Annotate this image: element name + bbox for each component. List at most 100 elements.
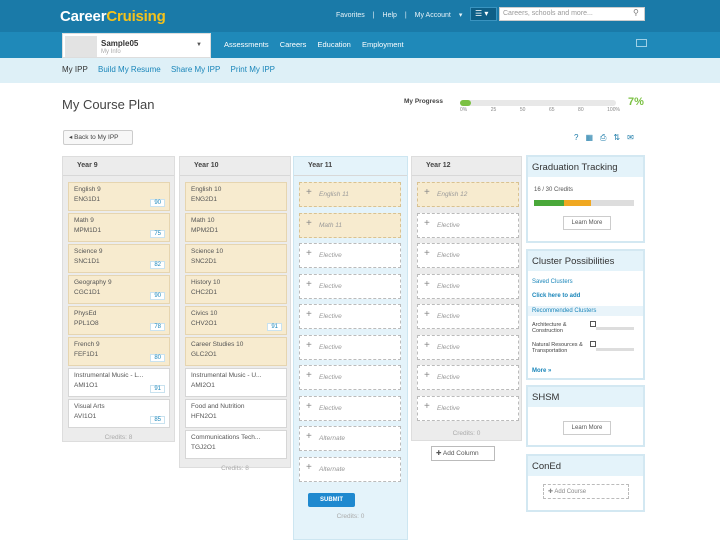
year-column-active: Year 11 + English 11 + Math 11 + Elective + Elec… [293, 156, 408, 540]
course-slot[interactable]: + Elective [299, 304, 401, 329]
slot-label: Elective [319, 313, 342, 320]
learn-more-button[interactable]: Learn More [563, 421, 611, 435]
course-slot[interactable]: + English 11 [299, 182, 401, 207]
nav-careers[interactable]: Careers [279, 40, 307, 49]
user-sub: My Info [101, 49, 121, 55]
graduation-bar-green [534, 200, 564, 206]
learn-more-button[interactable]: Learn More [563, 216, 611, 230]
print-icon[interactable]: ⎙ [600, 133, 607, 142]
course-slot[interactable]: + Math 11 [299, 212, 401, 238]
course-slot[interactable]: + Elective [417, 304, 519, 329]
search-icon[interactable]: ⚲ [633, 8, 639, 17]
add-column-button[interactable]: ✚ Add Column [431, 446, 495, 461]
nav-education[interactable]: Education [317, 40, 351, 49]
logo[interactable]: CareerCruising [60, 8, 166, 25]
year-column: Year 12 + English 12 + Elective + Elective + Ele… [411, 156, 522, 441]
help-link[interactable]: Help [382, 12, 397, 19]
help-icon[interactable]: ? [574, 133, 579, 142]
slot-label: Elective [437, 404, 460, 412]
course-card[interactable]: English 9 ENG1D1 90 [68, 182, 170, 211]
plus-icon: + [424, 400, 430, 412]
filter-icon[interactable]: ⇅ [613, 133, 621, 142]
course-slot[interactable]: + English 12 [417, 182, 519, 207]
course-card[interactable]: Civics 10 CHV2O1 91 [185, 306, 287, 335]
favorites-link[interactable]: Favorites [336, 12, 365, 19]
course-card[interactable]: Visual Arts AVI1O1 85 [68, 399, 170, 428]
course-name: Math 10 [191, 217, 215, 224]
nav-employment[interactable]: Employment [361, 40, 404, 49]
more-link[interactable]: More » [532, 368, 552, 374]
search-input[interactable]: Careers, schools and more... [499, 7, 645, 21]
course-card[interactable]: French 9 FEF1D1 80 [68, 337, 170, 366]
user-menu[interactable]: Sample05 My Info ▼ [62, 33, 211, 58]
slot-label: Elective [437, 282, 460, 290]
course-code: ENG2D1 [191, 196, 218, 203]
course-name: Communications Tech... [191, 434, 261, 441]
grid-icon[interactable]: ▦ [585, 133, 594, 142]
cluster-name[interactable]: Natural Resources & Transportation [532, 342, 583, 354]
menu-button[interactable]: ☰ ▾ [470, 7, 497, 21]
my-account-link[interactable]: My Account [414, 12, 451, 19]
course-slot[interactable]: + Elective [417, 243, 519, 268]
course-name: English 9 [74, 186, 101, 193]
toolbar-icons: ? ▦ ⎙ ⇅ ✉ [574, 133, 634, 143]
course-code: FEF1D1 [74, 351, 99, 358]
course-slot[interactable]: + Elective [299, 273, 401, 299]
back-button[interactable]: ◂ Back to My IPP [63, 130, 133, 145]
course-name: Civics 10 [191, 310, 218, 317]
submit-button[interactable]: SUBMIT [308, 493, 355, 507]
course-slot[interactable]: + Elective [417, 395, 519, 421]
course-card[interactable]: Geography 9 CGC1D1 90 [68, 275, 170, 304]
course-name: Science 9 [74, 248, 103, 255]
plus-icon: + [424, 370, 430, 381]
course-slot[interactable]: + Elective [417, 212, 519, 238]
course-slot[interactable]: + Elective [417, 273, 519, 299]
course-code: AMI1O1 [74, 382, 98, 389]
tab-build-resume[interactable]: Build My Resume [98, 65, 161, 74]
slot-label: Elective [319, 252, 342, 259]
course-card[interactable]: Communications Tech... TGJ2O1 [185, 430, 287, 459]
course-card[interactable]: English 10 ENG2D1 [185, 182, 287, 211]
course-card[interactable]: PhysEd PPL1O8 78 [68, 306, 170, 335]
mail-icon[interactable]: ✉ [627, 133, 634, 142]
tab-print-ipp[interactable]: Print My IPP [230, 65, 275, 74]
cluster-bar [596, 348, 634, 351]
add-course-button[interactable]: ✚ Add Course [543, 484, 629, 499]
course-slot[interactable]: + Elective [417, 365, 519, 390]
course-name: PhysEd [74, 310, 97, 317]
year-column: Year 10 English 10 ENG2D1 Math 10 MPM2D1 Scie… [179, 156, 291, 472]
recommended-strip [528, 306, 643, 316]
course-slot[interactable]: + Elective [417, 334, 519, 360]
course-card[interactable]: Instrumental Music - U... AMI2O1 [185, 368, 287, 397]
course-slot[interactable]: + Elective [299, 395, 401, 421]
course-card[interactable]: Career Studies 10 GLC2O1 [185, 337, 287, 366]
course-card[interactable]: Science 10 SNC2D1 [185, 244, 287, 273]
panel-title: Cluster Possibilities [528, 251, 643, 271]
cluster-name[interactable]: Architecture & Construction [532, 322, 567, 334]
course-code: CHC2D1 [191, 289, 218, 296]
course-card[interactable]: Math 10 MPM2D1 [185, 213, 287, 242]
nav-assessments[interactable]: Assessments [224, 40, 269, 49]
top-links: Favorites | Help | My Account ▾ [336, 11, 468, 19]
plus-icon: + [306, 187, 312, 198]
progress-bar [460, 100, 616, 106]
slot-label: English 11 [319, 191, 349, 198]
column-title: Year 12 [412, 157, 521, 176]
add-cluster-link[interactable]: Click here to add [532, 293, 581, 299]
plus-icon: + [306, 370, 312, 381]
course-slot[interactable]: + Elective [299, 334, 401, 360]
tab-my-ipp[interactable]: My IPP [62, 65, 88, 74]
grid-icon[interactable] [636, 39, 647, 47]
saved-clusters-label: Saved Clusters [532, 279, 573, 285]
course-card[interactable]: Food and Nutrition HFN2O1 [185, 399, 287, 428]
course-card[interactable]: History 10 CHC2D1 [185, 275, 287, 304]
course-slot[interactable]: + Elective [299, 365, 401, 390]
tab-share-ipp[interactable]: Share My IPP [170, 65, 221, 74]
course-card[interactable]: Science 9 SNC1D1 82 [68, 244, 170, 273]
course-slot[interactable]: + Elective [299, 243, 401, 268]
course-card[interactable]: Instrumental Music - L... AMI1O1 91 [68, 368, 170, 397]
course-slot[interactable]: + Alternate [299, 456, 401, 482]
course-slot[interactable]: + Alternate [299, 426, 401, 451]
cluster-bar [596, 327, 634, 330]
course-card[interactable]: Math 9 MPM1D1 75 [68, 213, 170, 242]
